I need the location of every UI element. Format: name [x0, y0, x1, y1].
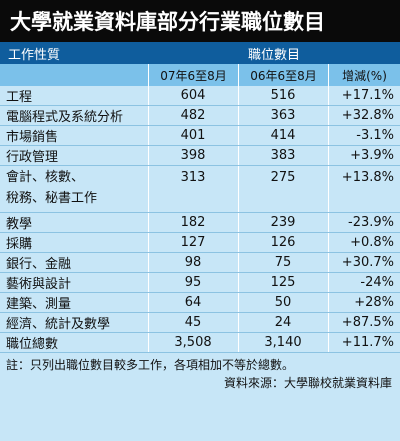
column-header-2007: 07年6至8月: [148, 64, 238, 86]
header-row-primary: 工作性質 職位數目: [0, 42, 400, 64]
value-2006: 363: [237, 105, 328, 126]
value-2006: 24: [237, 312, 328, 333]
row-label: 市場銷售: [0, 125, 148, 146]
job-count-group-header: 職位數目: [247, 47, 300, 63]
change-percent: +11.7%: [327, 332, 400, 353]
value-2006: 275: [237, 165, 328, 213]
table-row: 採購 127 126 +0.8%: [0, 232, 400, 253]
row-label: 工程: [0, 86, 148, 106]
value-2006: 50: [237, 292, 328, 313]
row-label-line-2: 稅務、秘書工作: [6, 191, 98, 206]
row-label-line: 採購: [6, 237, 33, 252]
row-label: 藝術與設計: [0, 272, 148, 293]
value-2006: 516: [237, 86, 328, 106]
change-percent: -24%: [327, 272, 400, 293]
row-label: 職位總數: [0, 332, 148, 353]
table-row: 市場銷售 401 414 -3.1%: [0, 125, 400, 146]
value-2007: 398: [147, 145, 238, 166]
change-percent: +32.8%: [327, 105, 400, 126]
row-label-line: 銀行、金融: [6, 257, 72, 272]
change-percent: +0.8%: [327, 232, 400, 253]
table-row: 藝術與設計 95 125 -24%: [0, 272, 400, 293]
source-credit: 資料來源：大學聯校就業資料庫: [223, 376, 392, 390]
change-percent: +13.8%: [327, 165, 400, 213]
value-2007: 45: [147, 312, 238, 333]
row-label: 採購: [0, 232, 148, 253]
row-label-line: 市場銷售: [6, 130, 59, 145]
value-2006: 3,140: [237, 332, 328, 353]
value-2007: 482: [147, 105, 238, 126]
footnote: 註：只列出職位數目較多工作，各項相加不等於總數。: [6, 358, 295, 372]
value-2006: 75: [237, 252, 328, 273]
value-2006: 414: [237, 125, 328, 146]
value-2006: 239: [237, 212, 328, 233]
change-percent: +87.5%: [327, 312, 400, 333]
row-label-line: 電腦程式及系統分析: [6, 110, 124, 125]
job-count-table: 工程 604 516 +17.1% 電腦程式及系統分析 482 363 +32.8% 市場銷售 4…: [0, 86, 400, 353]
row-label: 經濟、統計及數學: [0, 312, 148, 333]
title-bar: 大學就業資料庫部分行業職位數目: [0, 0, 400, 42]
value-2007: 95: [147, 272, 238, 293]
category-column-header: 工作性質: [8, 47, 61, 63]
row-label-line: 行政管理: [6, 150, 59, 165]
row-label-line: 教學: [6, 217, 33, 232]
row-label: 銀行、金融: [0, 252, 148, 273]
table-row: 教學 182 239 -23.9%: [0, 212, 400, 233]
table-row: 職位總數 3,508 3,140 +11.7%: [0, 332, 400, 353]
value-2007: 64: [147, 292, 238, 313]
header-row-secondary: 07年6至8月 06年6至8月 增減(%): [0, 64, 400, 86]
row-label: 行政管理: [0, 145, 148, 166]
value-2007: 127: [147, 232, 238, 253]
row-label-line: 經濟、統計及數學: [6, 317, 111, 332]
row-label: 會計、核數、 稅務、秘書工作: [0, 165, 148, 213]
column-header-change: 增減(%): [328, 64, 400, 86]
row-label-line: 職位總數: [6, 337, 59, 352]
value-2007: 313: [147, 165, 238, 213]
table-row: 銀行、金融 98 75 +30.7%: [0, 252, 400, 273]
table-row: 工程 604 516 +17.1%: [0, 86, 400, 106]
value-2006: 125: [237, 272, 328, 293]
value-2007: 3,508: [147, 332, 238, 353]
change-percent: +28%: [327, 292, 400, 313]
change-percent: -3.1%: [327, 125, 400, 146]
page-title: 大學就業資料庫部分行業職位數目: [10, 10, 325, 34]
row-label: 教學: [0, 212, 148, 233]
change-percent: +17.1%: [327, 86, 400, 106]
value-2007: 604: [147, 86, 238, 106]
row-label-line: 會計、核數、: [6, 170, 85, 185]
value-2007: 98: [147, 252, 238, 273]
table-row: 行政管理 398 383 +3.9%: [0, 145, 400, 166]
column-header-2006: 06年6至8月: [238, 64, 328, 86]
value-2007: 182: [147, 212, 238, 233]
table-row: 經濟、統計及數學 45 24 +87.5%: [0, 312, 400, 333]
value-2007: 401: [147, 125, 238, 146]
table-row: 建築、測量 64 50 +28%: [0, 292, 400, 313]
change-percent: -23.9%: [327, 212, 400, 233]
value-2006: 126: [237, 232, 328, 253]
change-percent: +3.9%: [327, 145, 400, 166]
table-row: 電腦程式及系統分析 482 363 +32.8%: [0, 105, 400, 126]
row-label: 建築、測量: [0, 292, 148, 313]
row-label-line: 藝術與設計: [6, 277, 72, 292]
value-2006: 383: [237, 145, 328, 166]
change-percent: +30.7%: [327, 252, 400, 273]
row-label-line: 建築、測量: [6, 297, 72, 312]
table-row: 會計、核數、 稅務、秘書工作 313 275 +13.8%: [0, 165, 400, 213]
row-label-line: 工程: [6, 90, 33, 105]
row-label: 電腦程式及系統分析: [0, 105, 148, 126]
